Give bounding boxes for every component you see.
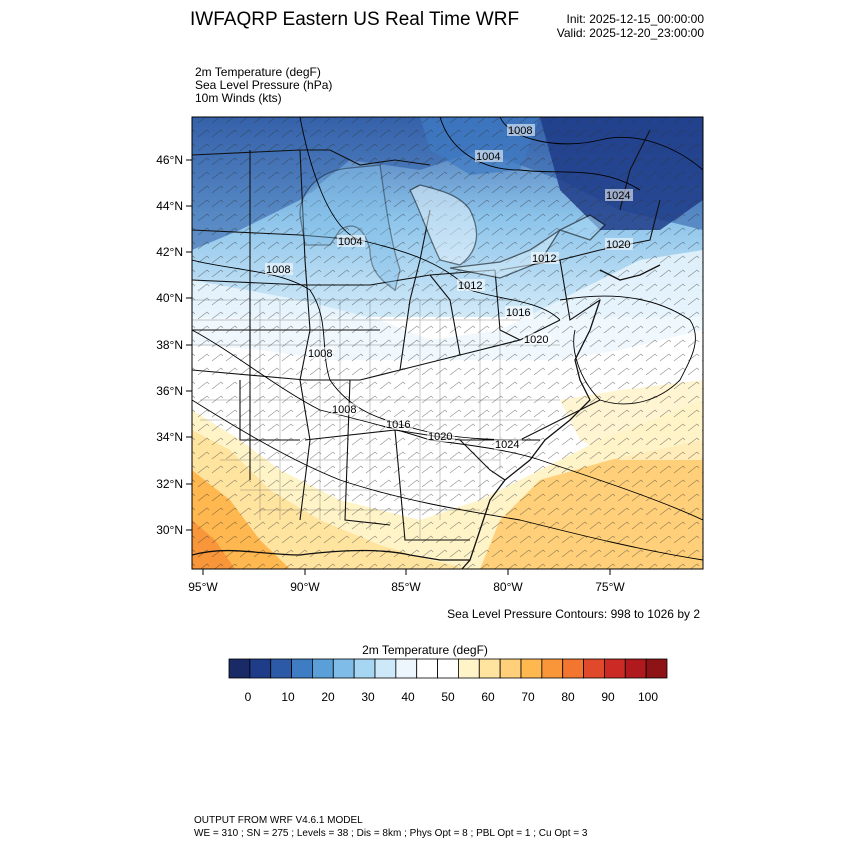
lat-label: 36°N <box>156 384 183 398</box>
lon-label: 85°W <box>391 580 421 594</box>
pressure-label: 1004 <box>476 151 500 163</box>
pressure-label-bg <box>307 347 335 359</box>
colorbar-swatch <box>604 658 626 679</box>
colorbar-swatch <box>374 658 397 679</box>
pressure-label-bg <box>605 238 633 250</box>
pressure-label: 1020 <box>428 431 452 443</box>
colorbar-swatch <box>332 658 355 679</box>
pressure-label: 1020 <box>524 334 548 346</box>
pressure-label-bg <box>265 263 293 275</box>
map-frame <box>191 116 704 570</box>
colorbar-tick-label: 0 <box>244 690 252 704</box>
lon-label: 90°W <box>290 580 320 594</box>
colorbar-tick-label: 40 <box>401 690 415 704</box>
pressure-label-bg <box>337 235 365 247</box>
colorbar <box>228 658 668 679</box>
colorbar-title: 2m Temperature (degF) <box>362 643 488 657</box>
footer-model: OUTPUT FROM WRF V4.6.1 MODEL <box>194 815 363 826</box>
colorbar-tick-label: 10 <box>281 690 295 704</box>
pressure-label: 1008 <box>266 264 290 276</box>
colorbar-swatch <box>624 658 647 679</box>
temperature-field <box>192 117 703 569</box>
field-label-pressure: Sea Level Pressure (hPa) <box>195 78 333 92</box>
pressure-label: 1004 <box>338 236 362 248</box>
pressure-label-bg <box>494 438 522 450</box>
lat-label: 34°N <box>156 430 183 444</box>
pressure-label: 1008 <box>508 125 532 137</box>
colorbar-swatch <box>645 658 668 679</box>
field-label-winds: 10m Winds (kts) <box>195 91 282 105</box>
lon-label: 80°W <box>493 580 523 594</box>
colorbar-swatch <box>562 658 584 679</box>
field-label-temperature: 2m Temperature (degF) <box>195 65 321 79</box>
lat-label: 30°N <box>156 523 183 537</box>
pressure-label-bg <box>505 306 533 318</box>
pressure-label: 1016 <box>506 307 530 319</box>
colorbar-tick-label: 30 <box>361 690 375 704</box>
lon-label: 95°W <box>188 580 218 594</box>
pressure-label-bg <box>507 124 535 136</box>
colorbar-swatch <box>270 658 292 679</box>
colorbar-swatch <box>353 658 376 679</box>
pressure-label-bg <box>331 403 359 415</box>
colorbar-tick-label: 80 <box>561 690 575 704</box>
colorbar-swatch <box>583 658 605 679</box>
lat-label: 38°N <box>156 338 183 352</box>
colorbar-swatch <box>520 658 543 679</box>
pressure-label: 1024 <box>495 439 519 451</box>
colorbar-swatch <box>478 658 501 679</box>
pressure-label-bg <box>427 430 455 442</box>
latitude-axis: 46°N 44°N 42°N 40°N 38°N 36°N 34°N 32°N 30°N <box>156 153 192 537</box>
pressure-label-bg <box>523 333 551 345</box>
lon-label: 75°W <box>595 580 625 594</box>
lat-label: 42°N <box>156 245 183 259</box>
pressure-label: 1020 <box>606 239 630 251</box>
lat-label: 44°N <box>156 199 183 213</box>
pressure-label: 1024 <box>606 190 630 202</box>
colorbar-swatch <box>228 658 251 679</box>
lat-label: 32°N <box>156 477 183 491</box>
footer-config: WE = 310 ; SN = 275 ; Levels = 38 ; Dis … <box>194 828 588 839</box>
contours-note: Sea Level Pressure Contours: 998 to 1026… <box>447 607 700 621</box>
pressure-label-bg <box>385 418 413 430</box>
colorbar-swatch <box>499 658 522 679</box>
pressure-label: 1012 <box>458 280 482 292</box>
colorbar-swatch <box>437 658 459 679</box>
colorbar-swatch <box>416 658 438 679</box>
colorbar-swatch <box>312 658 334 679</box>
pressure-label-bg <box>531 252 559 264</box>
map-title: IWFAQRP Eastern US Real Time WRF <box>190 9 520 30</box>
pressure-labels: 1008 1004 1004 1008 1012 1008 1012 1016 1016 1020… <box>265 124 633 451</box>
pressure-label: 1008 <box>308 348 332 360</box>
coastlines <box>192 164 661 569</box>
colorbar-tick-label: 50 <box>441 690 455 704</box>
lat-label: 40°N <box>156 291 183 305</box>
pressure-label-bg <box>605 189 633 201</box>
colorbar-tick-label: 90 <box>601 690 615 704</box>
longitude-axis: 95°W 90°W 85°W 80°W 75°W <box>188 569 625 594</box>
colorbar-swatch <box>541 658 564 679</box>
colorbar-swatch <box>458 658 480 679</box>
valid-time: Valid: 2025-12-20_23:00:00 <box>556 26 704 40</box>
colorbar-tick-label: 60 <box>481 690 495 704</box>
colorbar-tick-label: 20 <box>321 690 335 704</box>
colorbar-swatch <box>291 658 313 679</box>
pressure-label-bg <box>475 150 503 162</box>
pressure-label: 1012 <box>532 253 556 265</box>
colorbar-tick-label: 100 <box>637 690 659 704</box>
pressure-label: 1016 <box>386 419 410 431</box>
pressure-label: 1008 <box>332 404 356 416</box>
colorbar-tick-label: 70 <box>521 690 535 704</box>
colorbar-swatch <box>395 658 418 679</box>
colorbar-swatch <box>249 658 272 679</box>
init-time: Init: 2025-12-15_00:00:00 <box>566 12 704 26</box>
pressure-label-bg <box>457 279 485 291</box>
lat-label: 46°N <box>156 153 183 167</box>
